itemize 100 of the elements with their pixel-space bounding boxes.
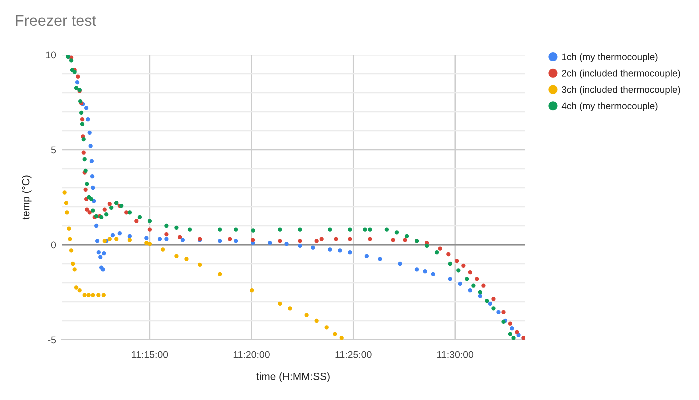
y-tick-label: 0	[51, 242, 56, 249]
point	[69, 58, 74, 63]
point	[512, 336, 516, 340]
point	[76, 74, 80, 79]
point	[328, 228, 332, 232]
point	[88, 210, 92, 215]
point	[128, 238, 132, 242]
point	[104, 212, 109, 217]
point	[485, 298, 490, 304]
point	[482, 284, 486, 288]
chart-title: Freezer test	[16, 15, 96, 26]
point	[278, 302, 282, 306]
point	[96, 250, 101, 255]
point	[108, 237, 112, 242]
point	[478, 290, 482, 295]
point	[79, 110, 84, 116]
point	[340, 336, 344, 340]
point	[82, 150, 86, 155]
point	[102, 251, 106, 256]
point	[108, 202, 112, 206]
point	[82, 293, 87, 298]
point	[333, 332, 338, 336]
point	[348, 228, 352, 232]
point	[234, 239, 238, 244]
x-tick-label: 11:30:00	[438, 351, 474, 358]
point	[102, 208, 107, 212]
point	[314, 239, 319, 244]
point	[86, 118, 90, 122]
point	[446, 252, 451, 257]
point	[384, 228, 390, 232]
point	[75, 80, 80, 85]
point	[184, 257, 189, 262]
point	[378, 257, 382, 262]
point	[110, 206, 114, 210]
point	[348, 250, 352, 255]
point	[492, 297, 496, 302]
point	[90, 174, 95, 179]
point	[250, 288, 254, 293]
point	[448, 262, 452, 266]
point	[284, 242, 289, 246]
point	[508, 332, 513, 336]
point	[78, 288, 82, 293]
point	[278, 228, 282, 232]
point	[338, 248, 342, 253]
point	[304, 313, 309, 318]
point	[102, 293, 106, 298]
point	[228, 237, 232, 242]
point	[456, 268, 461, 273]
point	[134, 219, 139, 224]
y-tick-label: 10	[46, 52, 56, 59]
point	[148, 228, 152, 232]
x-axis-title: time (H:MM:SS)	[256, 372, 330, 382]
point	[174, 254, 179, 258]
point	[478, 294, 482, 298]
point	[82, 137, 86, 142]
point	[218, 239, 222, 244]
point	[431, 272, 436, 277]
point	[158, 237, 162, 242]
x-tick-label: 11:25:00	[336, 351, 372, 358]
point	[404, 234, 410, 239]
point	[84, 188, 88, 192]
x-tick-label: 11:20:00	[234, 351, 270, 358]
point	[72, 268, 77, 272]
point	[178, 235, 182, 240]
point	[98, 255, 103, 260]
point	[91, 186, 96, 190]
point	[458, 282, 462, 286]
point	[90, 159, 94, 164]
point	[128, 210, 132, 215]
point	[423, 270, 428, 274]
point	[278, 239, 282, 244]
point	[96, 293, 101, 298]
point	[74, 286, 79, 290]
point	[508, 322, 513, 326]
point	[64, 201, 69, 206]
point	[488, 302, 493, 306]
point	[67, 226, 72, 231]
legend-label: 4ch (my thermocouple)	[562, 102, 658, 112]
point	[288, 306, 292, 311]
point	[84, 106, 89, 110]
point	[164, 237, 169, 242]
point	[148, 242, 152, 246]
point	[74, 86, 79, 90]
point	[434, 250, 440, 255]
point	[424, 244, 430, 248]
point	[468, 270, 472, 275]
y-tick-label: -5	[48, 336, 56, 344]
point	[515, 330, 520, 334]
point	[348, 237, 352, 242]
point	[368, 237, 372, 242]
point	[364, 254, 370, 258]
point	[363, 228, 368, 232]
point	[85, 208, 90, 212]
point	[114, 237, 119, 242]
point	[80, 122, 85, 126]
point	[250, 238, 256, 242]
point	[62, 190, 67, 195]
point	[89, 197, 94, 202]
point	[298, 244, 302, 248]
point	[86, 293, 91, 298]
